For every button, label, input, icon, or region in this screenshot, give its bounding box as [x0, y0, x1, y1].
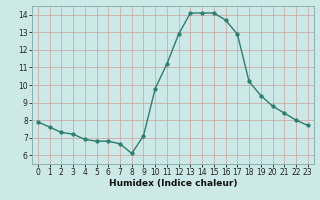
X-axis label: Humidex (Indice chaleur): Humidex (Indice chaleur) — [108, 179, 237, 188]
